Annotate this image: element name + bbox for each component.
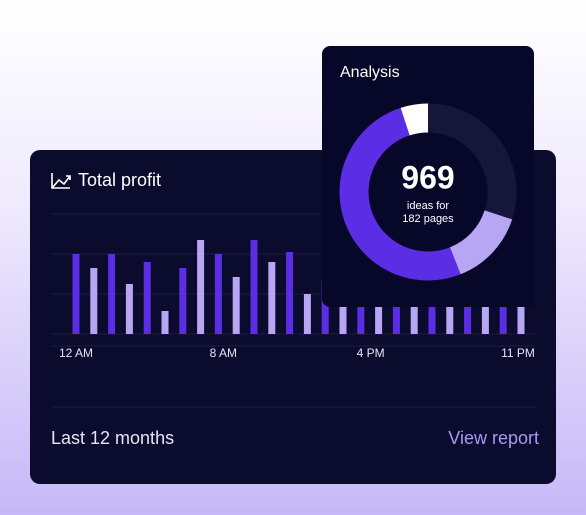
bar (250, 240, 258, 334)
bar (214, 254, 222, 334)
view-report-link[interactable]: View report (448, 428, 539, 448)
bar (339, 289, 347, 334)
period-label: Last 12 months (51, 428, 174, 448)
bar (72, 254, 80, 334)
bar (232, 277, 240, 334)
bar (446, 289, 454, 334)
analysis-title: Analysis (340, 64, 400, 81)
donut-value: 969 (401, 159, 454, 195)
bar (108, 254, 116, 334)
trend-icon (51, 173, 71, 189)
bar (303, 294, 311, 334)
bar (125, 284, 133, 334)
x-tick-label: 12 AM (59, 346, 93, 360)
x-tick-label: 11 PM (501, 346, 535, 360)
bar (179, 268, 187, 334)
profit-title: Total profit (78, 170, 161, 190)
donut-segment (400, 103, 429, 136)
bar (481, 294, 489, 334)
bar (197, 240, 205, 334)
donut-caption: 182 pages (402, 213, 454, 225)
bar (161, 311, 169, 334)
bar (286, 252, 294, 334)
bar (375, 294, 383, 334)
bar (268, 262, 276, 334)
donut-caption: ideas for (407, 200, 450, 212)
bar (410, 284, 418, 334)
bar (321, 279, 329, 334)
donut-segment (449, 209, 513, 275)
donut-segment (427, 103, 517, 220)
bar (143, 262, 151, 334)
x-tick-label: 4 PM (357, 346, 385, 360)
donut-segment (339, 107, 461, 281)
x-tick-label: 8 AM (210, 346, 237, 360)
bar (517, 284, 525, 334)
bar (90, 268, 98, 334)
